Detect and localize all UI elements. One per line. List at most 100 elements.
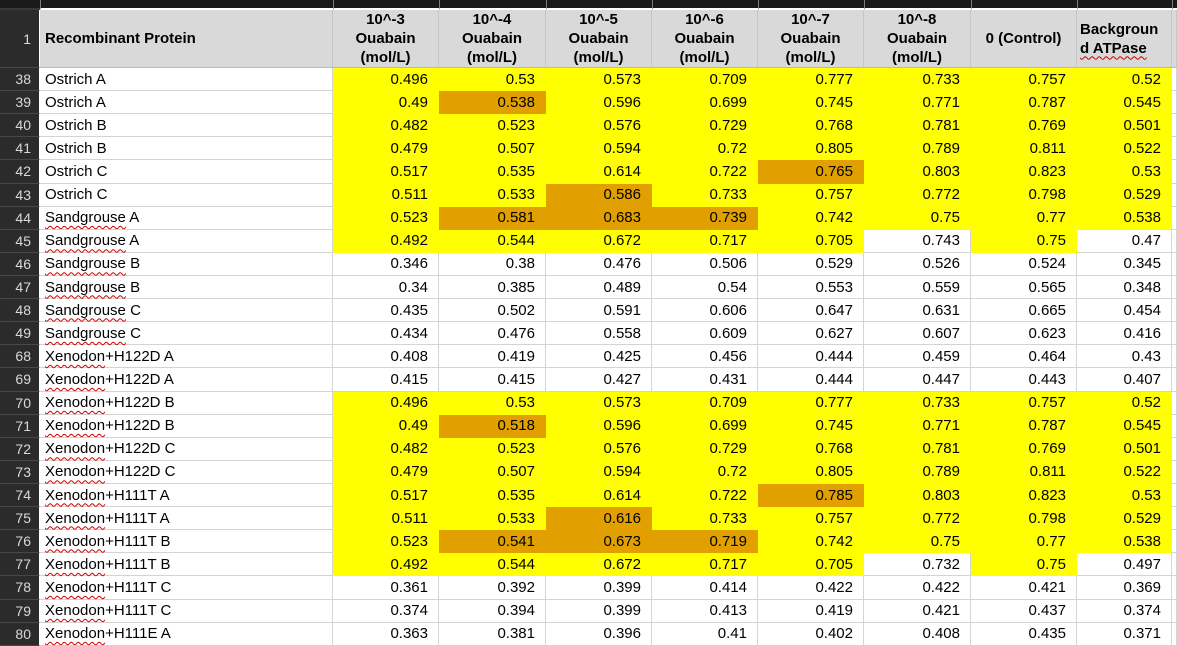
row-number[interactable]: 39 [0, 91, 40, 115]
value-cell[interactable]: 0.52 [1077, 391, 1172, 415]
row-number[interactable]: 43 [0, 183, 40, 207]
value-cell[interactable]: 0.769 [971, 437, 1077, 461]
value-cell[interactable]: 0.771 [864, 91, 971, 115]
value-cell[interactable]: 0.444 [758, 368, 864, 392]
value-cell[interactable]: 0.501 [1077, 114, 1172, 138]
value-cell[interactable]: 0.75 [971, 553, 1077, 577]
value-cell[interactable]: 0.785 [758, 483, 864, 508]
value-cell[interactable]: 0.768 [758, 114, 864, 138]
value-cell[interactable]: 0.523 [439, 114, 546, 138]
protein-name-cell[interactable]: Xenodon+H111T C [40, 576, 333, 600]
value-cell[interactable]: 0.606 [652, 299, 758, 323]
header-background-atpase[interactable]: Backgroun d ATPase [1077, 10, 1172, 68]
value-cell[interactable]: 0.717 [652, 553, 758, 577]
value-cell[interactable]: 0.72 [652, 460, 758, 484]
row-number[interactable]: 70 [0, 391, 40, 415]
value-cell[interactable]: 0.425 [546, 345, 652, 369]
header-ouabain-1e-6[interactable]: 10^-6 Ouabain (mol/L) [652, 10, 758, 68]
value-cell[interactable]: 0.665 [971, 299, 1077, 323]
value-cell[interactable]: 0.369 [1077, 576, 1172, 600]
protein-name-cell[interactable]: Xenodon+H122D C [40, 437, 333, 461]
value-cell[interactable]: 0.777 [758, 391, 864, 415]
value-cell[interactable]: 0.745 [758, 91, 864, 115]
row-number[interactable]: 76 [0, 530, 40, 554]
row-number[interactable]: 73 [0, 460, 40, 484]
header-ouabain-1e-4[interactable]: 10^-4 Ouabain (mol/L) [439, 10, 546, 68]
value-cell[interactable]: 0.559 [864, 275, 971, 300]
value-cell[interactable]: 0.623 [971, 322, 1077, 346]
value-cell[interactable]: 0.346 [333, 252, 439, 276]
header-ouabain-1e-8[interactable]: 10^-8 Ouabain (mol/L) [864, 10, 971, 68]
value-cell[interactable]: 0.408 [864, 622, 971, 646]
value-cell[interactable]: 0.772 [864, 183, 971, 207]
value-cell[interactable]: 0.38 [439, 252, 546, 276]
value-cell[interactable]: 0.757 [971, 391, 1077, 415]
row-number[interactable]: 71 [0, 414, 40, 438]
value-cell[interactable]: 0.507 [439, 137, 546, 161]
header-ouabain-1e-7[interactable]: 10^-7 Ouabain (mol/L) [758, 10, 864, 68]
value-cell[interactable]: 0.408 [333, 345, 439, 369]
value-cell[interactable]: 0.596 [546, 91, 652, 115]
value-cell[interactable]: 0.437 [971, 599, 1077, 623]
protein-name-cell[interactable]: Xenodon+H122D A [40, 345, 333, 369]
header-ouabain-1e-3[interactable]: 10^-3 Ouabain (mol/L) [333, 10, 439, 68]
value-cell[interactable]: 0.413 [652, 599, 758, 623]
value-cell[interactable]: 0.565 [971, 275, 1077, 300]
value-cell[interactable]: 0.781 [864, 437, 971, 461]
protein-name-cell[interactable]: Xenodon+H111T C [40, 599, 333, 623]
value-cell[interactable]: 0.545 [1077, 91, 1172, 115]
value-cell[interactable]: 0.75 [864, 206, 971, 230]
value-cell[interactable]: 0.733 [864, 391, 971, 415]
value-cell[interactable]: 0.541 [439, 530, 546, 554]
value-cell[interactable]: 0.538 [1077, 206, 1172, 230]
row-number[interactable]: 77 [0, 553, 40, 577]
value-cell[interactable]: 0.374 [1077, 599, 1172, 623]
value-cell[interactable]: 0.427 [546, 368, 652, 392]
value-cell[interactable]: 0.803 [864, 160, 971, 184]
value-cell[interactable]: 0.787 [971, 91, 1077, 115]
row-number[interactable]: 38 [0, 68, 40, 92]
row-number[interactable]: 79 [0, 599, 40, 623]
value-cell[interactable]: 0.492 [333, 229, 439, 253]
value-cell[interactable]: 0.476 [439, 322, 546, 346]
row-number[interactable]: 40 [0, 114, 40, 138]
value-cell[interactable]: 0.396 [546, 622, 652, 646]
value-cell[interactable]: 0.811 [971, 460, 1077, 484]
value-cell[interactable]: 0.591 [546, 299, 652, 323]
value-cell[interactable]: 0.544 [439, 229, 546, 253]
value-cell[interactable]: 0.422 [864, 576, 971, 600]
value-cell[interactable]: 0.757 [758, 507, 864, 531]
value-cell[interactable]: 0.392 [439, 576, 546, 600]
value-cell[interactable]: 0.607 [864, 322, 971, 346]
value-cell[interactable]: 0.722 [652, 160, 758, 184]
value-cell[interactable]: 0.422 [758, 576, 864, 600]
value-cell[interactable]: 0.529 [758, 252, 864, 276]
value-cell[interactable]: 0.41 [652, 622, 758, 646]
protein-name-cell[interactable]: Xenodon+H122D B [40, 414, 333, 438]
value-cell[interactable]: 0.739 [652, 206, 758, 230]
value-cell[interactable]: 0.535 [439, 483, 546, 508]
value-cell[interactable]: 0.798 [971, 507, 1077, 531]
value-cell[interactable]: 0.709 [652, 68, 758, 92]
protein-name-cell[interactable]: Xenodon+H111T B [40, 553, 333, 577]
value-cell[interactable]: 0.672 [546, 229, 652, 253]
value-cell[interactable]: 0.538 [439, 91, 546, 115]
value-cell[interactable]: 0.765 [758, 160, 864, 184]
protein-name-cell[interactable]: Ostrich C [40, 183, 333, 207]
value-cell[interactable]: 0.464 [971, 345, 1077, 369]
row-number[interactable]: 44 [0, 206, 40, 230]
value-cell[interactable]: 0.614 [546, 483, 652, 508]
value-cell[interactable]: 0.414 [652, 576, 758, 600]
value-cell[interactable]: 0.631 [864, 299, 971, 323]
value-cell[interactable]: 0.733 [652, 507, 758, 531]
value-cell[interactable]: 0.609 [652, 322, 758, 346]
value-cell[interactable]: 0.823 [971, 483, 1077, 508]
value-cell[interactable]: 0.443 [971, 368, 1077, 392]
value-cell[interactable]: 0.496 [333, 68, 439, 92]
row-number[interactable]: 74 [0, 483, 40, 508]
value-cell[interactable]: 0.573 [546, 391, 652, 415]
value-cell[interactable]: 0.524 [971, 252, 1077, 276]
value-cell[interactable]: 0.502 [439, 299, 546, 323]
value-cell[interactable]: 0.489 [546, 275, 652, 300]
value-cell[interactable]: 0.363 [333, 622, 439, 646]
